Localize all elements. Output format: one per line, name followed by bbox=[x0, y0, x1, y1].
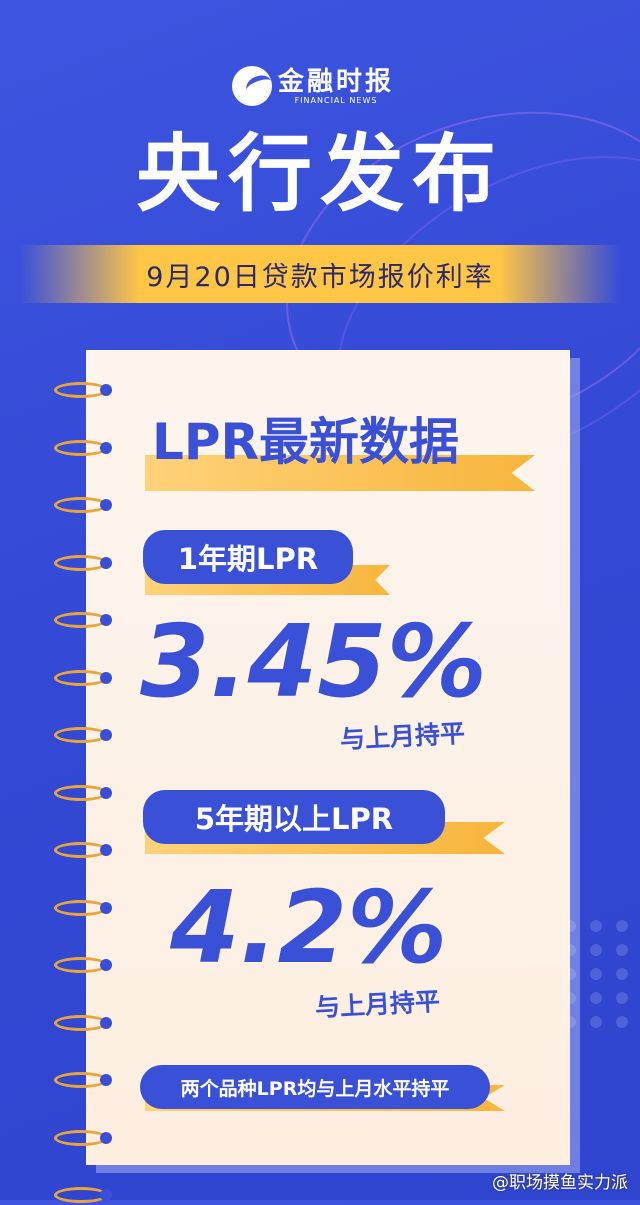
dot bbox=[616, 1016, 628, 1028]
label-5yr-lpr: 5年期以上LPR bbox=[143, 790, 445, 844]
ring-hole bbox=[100, 1074, 112, 1086]
card-heading: LPR最新数据 bbox=[152, 413, 460, 471]
footer-note: 两个品种LPR均与上月水平持平 bbox=[140, 1065, 490, 1109]
dot bbox=[616, 992, 628, 1004]
dot bbox=[590, 944, 602, 956]
logo-text: 金融时报 bbox=[278, 66, 395, 97]
binding-ring bbox=[54, 725, 114, 745]
ring-loop bbox=[54, 1014, 108, 1031]
binding-ring bbox=[54, 610, 114, 630]
ring-loop bbox=[54, 612, 108, 628]
binding-ring bbox=[54, 783, 114, 803]
ring-hole bbox=[100, 499, 112, 511]
ring-loop bbox=[54, 1129, 108, 1146]
ring-hole bbox=[100, 1131, 112, 1144]
ring-hole bbox=[100, 844, 112, 856]
page-title: 央行发布 bbox=[135, 125, 504, 223]
value-1yr-lpr: 3.45% bbox=[140, 603, 487, 720]
ring-loop bbox=[54, 957, 108, 973]
binding-ring bbox=[54, 898, 114, 918]
ring-loop bbox=[54, 727, 108, 743]
ring-hole bbox=[100, 1189, 112, 1201]
ring-hole bbox=[100, 959, 112, 971]
ring-hole bbox=[100, 729, 112, 741]
subtitle-banner: 9月20日贷款市场报价利率 bbox=[20, 245, 620, 303]
ring-hole bbox=[100, 1016, 112, 1029]
ring-loop bbox=[54, 842, 108, 858]
binding-ring bbox=[54, 553, 114, 573]
ring-hole bbox=[100, 786, 112, 799]
ring-loop bbox=[54, 899, 108, 916]
binding-ring bbox=[54, 1013, 114, 1033]
dot bbox=[564, 992, 576, 1004]
ring-hole bbox=[100, 384, 112, 396]
dot bbox=[590, 920, 602, 932]
heading-ribbon bbox=[145, 455, 535, 491]
logo-subtext: FINANCIAL NEWS bbox=[294, 95, 378, 105]
binding-ring bbox=[54, 668, 114, 688]
ring-loop bbox=[54, 554, 108, 571]
ring-loop bbox=[54, 439, 108, 456]
binding-ring bbox=[54, 955, 114, 975]
ring-hole bbox=[100, 556, 112, 569]
ring-hole bbox=[100, 614, 112, 626]
ring-hole bbox=[100, 671, 112, 684]
ring-loop bbox=[54, 382, 108, 398]
label-1yr-lpr: 1年期LPR bbox=[143, 530, 353, 584]
dot bbox=[590, 992, 602, 1004]
ring-loop bbox=[54, 784, 108, 801]
logo: 金融时报 FINANCIAL NEWS bbox=[232, 66, 394, 106]
dot bbox=[616, 920, 628, 932]
ring-loop bbox=[54, 497, 108, 513]
dot bbox=[564, 920, 576, 932]
logo-icon bbox=[232, 66, 272, 106]
dot bbox=[590, 968, 602, 980]
ring-loop bbox=[54, 669, 108, 686]
dot bbox=[564, 1016, 576, 1028]
binding-ring bbox=[54, 840, 114, 860]
dot bbox=[564, 968, 576, 980]
decorative-dots bbox=[564, 920, 630, 1028]
ring-loop bbox=[54, 1072, 108, 1088]
value-5yr-lpr: 4.2% bbox=[170, 869, 448, 986]
binding-ring bbox=[54, 1185, 114, 1205]
dot bbox=[616, 968, 628, 980]
ring-hole bbox=[100, 441, 112, 454]
binding-ring bbox=[54, 438, 114, 458]
binding-ring bbox=[54, 495, 114, 515]
binding-ring bbox=[54, 1070, 114, 1090]
binding-ring bbox=[54, 1128, 114, 1148]
binding-ring bbox=[54, 380, 114, 400]
watermark: @职场摸鱼实力派 bbox=[492, 1173, 628, 1193]
ring-hole bbox=[100, 901, 112, 914]
dot bbox=[564, 944, 576, 956]
dot bbox=[616, 944, 628, 956]
dot bbox=[590, 1016, 602, 1028]
